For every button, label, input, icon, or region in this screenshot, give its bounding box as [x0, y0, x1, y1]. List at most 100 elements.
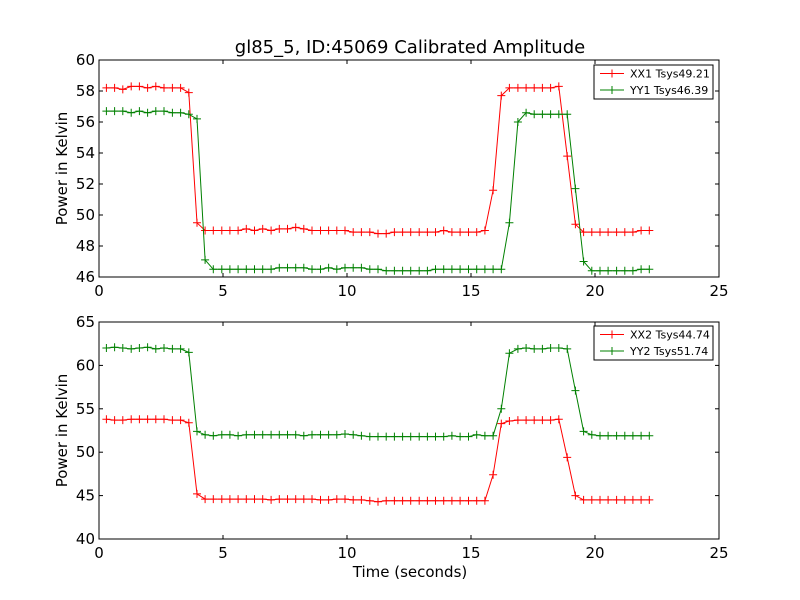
bottom-legend: XX2 Tsys44.74 YY2 Tsys51.74 [593, 325, 714, 361]
top-series-xx1-point [489, 186, 498, 195]
bottom-series-yy2-point [102, 344, 111, 352]
top-series-xx1-point [258, 224, 267, 233]
bottom-series-xx2-point [563, 453, 572, 462]
bottom-series-yy2-point [341, 430, 349, 438]
top-series-yy1-point [472, 265, 481, 274]
top-series-yy1-point [184, 110, 193, 119]
bottom-series-xx2-point [596, 495, 604, 504]
top-series-xx1-point [620, 228, 629, 237]
top-series-xx1-point [357, 228, 366, 237]
top-series-xx1-point [374, 229, 382, 238]
top-series-xx1-point [275, 224, 284, 233]
top-series-xx1-point [628, 228, 637, 237]
top-series-xx1-point [234, 226, 243, 235]
top-series-yy1-point [349, 263, 358, 272]
top-series-xx1-point [168, 83, 177, 92]
top-series-xx1-point [637, 226, 646, 235]
bottom-series-xx2-point [456, 496, 465, 505]
bottom-series-xx2-point [628, 495, 637, 504]
bottom-series-xx2-point [275, 495, 284, 504]
bottom-x-tick-label: 5 [218, 544, 228, 562]
bottom-series-yy2-point [299, 431, 308, 440]
top-series-xx1-point [349, 228, 358, 237]
top-series-xx1-point [587, 228, 596, 237]
top-series-xx1-point [308, 226, 316, 235]
bottom-series-yy2-point [645, 431, 654, 440]
top-y-tick-label: 56 [76, 113, 95, 131]
top-series-xx1-point [209, 226, 218, 235]
bottom-series-yy2-point [324, 430, 333, 439]
bottom-series-yy2-point [456, 432, 465, 441]
top-y-tick-label: 54 [76, 144, 95, 162]
bottom-legend-xx2-swatch-marker [608, 330, 616, 339]
bottom-y-axis-label: Power in Kelvin [53, 374, 71, 488]
bottom-series-xx2-point [308, 495, 316, 504]
bottom-series-yy2-point [579, 427, 588, 436]
bottom-series-yy2-point [472, 430, 481, 439]
top-series-yy1-point [324, 263, 333, 272]
top-series-yy1-point [332, 265, 341, 274]
top-series-yy1-point [480, 265, 489, 274]
top-series-yy1-point [258, 265, 267, 274]
top-series-xx1-point [135, 82, 144, 91]
top-series-xx1-point [127, 82, 136, 91]
top-series-yy1-point [242, 265, 251, 274]
bottom-series-yy2-point [612, 431, 621, 440]
top-series-yy1-point [234, 265, 243, 274]
bottom-series-yy2-point [374, 432, 382, 441]
top-series-xx1-point [406, 228, 415, 237]
bottom-series-xx2-point [250, 495, 259, 504]
top-series-yy1-point [341, 263, 349, 272]
top-series-yy1-point [143, 108, 152, 117]
bottom-series-xx2-point [299, 495, 308, 504]
top-series-xx1-point [612, 228, 621, 237]
top-series-xx1-point [604, 228, 613, 237]
bottom-series-xx2-point [587, 495, 596, 504]
top-series-xx1-point [382, 229, 391, 238]
top-y-tick-label: 52 [76, 175, 95, 193]
bottom-series-yy2-point [168, 344, 177, 353]
bottom-series-yy2-point [349, 430, 358, 439]
top-panel-series [102, 82, 654, 275]
top-series-xx1-point [316, 226, 325, 235]
top-series-xx1-point [250, 226, 259, 235]
bottom-series-xx2-point [151, 415, 160, 424]
top-legend-box [593, 64, 714, 100]
top-series-yy1-point [406, 266, 415, 275]
bottom-series-xx2-point [209, 495, 218, 504]
bottom-series-yy2-point [225, 430, 234, 439]
bottom-series-xx2-point [357, 495, 366, 504]
bottom-series-xx2-point [143, 415, 152, 424]
top-series-yy1-point [497, 265, 506, 274]
top-series-yy1-point [398, 266, 407, 275]
bottom-panel-ticks: 0 5 10 15 20 25 40 45 50 55 60 65 [76, 313, 729, 562]
top-x-tick-label: 20 [585, 282, 604, 300]
top-series-xx1-point [184, 88, 193, 97]
top-series-xx1-point [546, 83, 555, 92]
bottom-series-yy2-point [357, 431, 366, 440]
top-series-yy1-point [225, 265, 234, 274]
bottom-series-xx2-point [620, 495, 629, 504]
top-series-yy1-point [612, 266, 621, 275]
bottom-series-xx2-point [505, 417, 514, 425]
bottom-series-xx2-point [291, 495, 300, 504]
bottom-x-tick-label: 0 [94, 544, 104, 562]
top-series-xx1-point [201, 226, 210, 235]
bottom-legend-box [593, 325, 714, 361]
bottom-series-xx2-point [604, 495, 613, 504]
bottom-series-yy2-point [275, 430, 284, 439]
bottom-series-yy2-point [258, 430, 267, 439]
top-series-yy1-point [209, 265, 218, 274]
bottom-series-yy2-point [160, 344, 168, 352]
top-series-xx1-point [118, 85, 127, 94]
top-y-tick-label: 48 [76, 237, 95, 255]
top-series-xx1-point [456, 228, 465, 237]
bottom-series-xx2-point [637, 495, 646, 504]
bottom-series-xx2-point [283, 495, 292, 504]
bottom-panel-series [102, 343, 654, 506]
bottom-series-yy2-point [489, 431, 498, 440]
bottom-x-tick-label: 25 [709, 544, 728, 562]
top-series-xx1-point [645, 226, 654, 235]
top-series-yy1-point [587, 266, 596, 275]
top-y-tick-label: 46 [76, 268, 95, 286]
